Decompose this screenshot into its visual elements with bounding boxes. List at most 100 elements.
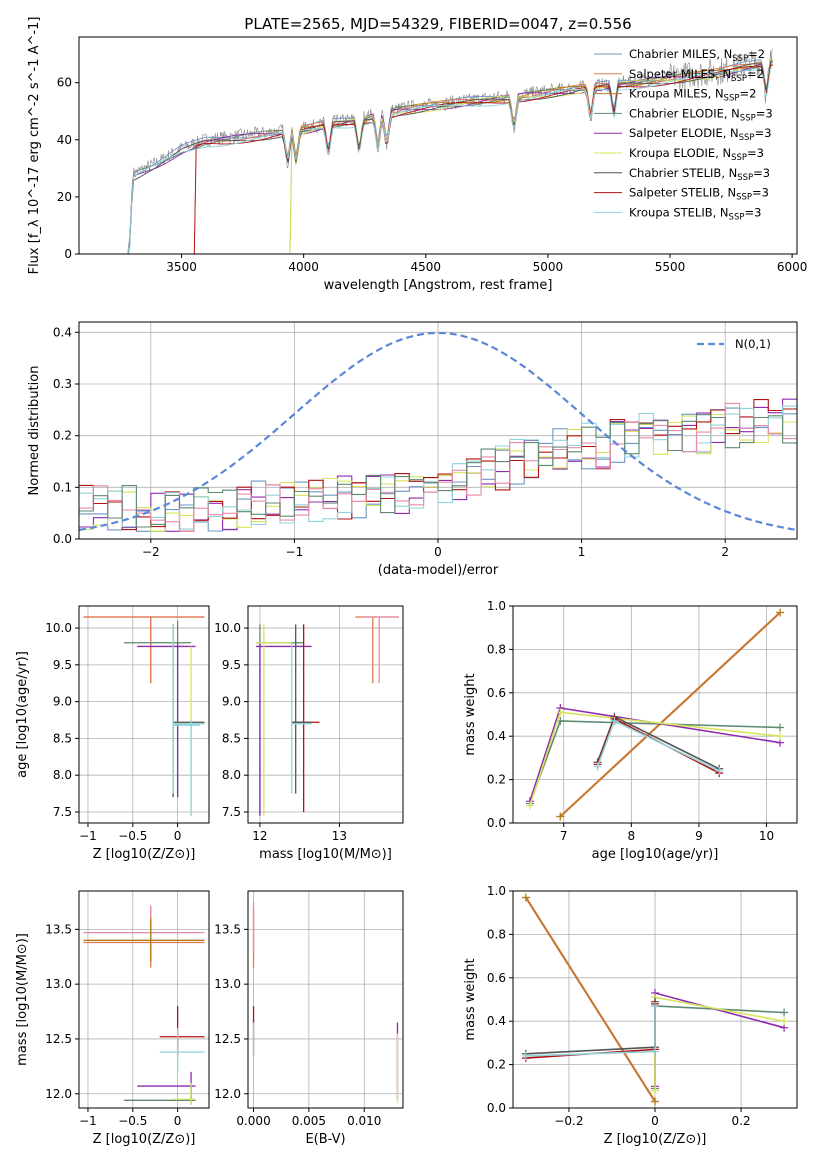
x-tick-label: 0.010 bbox=[347, 1114, 381, 1128]
weight-marker bbox=[651, 1097, 659, 1106]
y-axis-label: mass [log10(M/M⊙)] bbox=[15, 933, 30, 1066]
point-pink bbox=[83, 905, 205, 952]
point-kroupa-stelib bbox=[173, 720, 205, 816]
axes-border bbox=[247, 890, 404, 1109]
weight-marker bbox=[651, 1047, 659, 1056]
y-tick-label: 0.4 bbox=[53, 325, 72, 339]
residuals-panel: −2 −1 0 1 2 0.0 0.1 0.2 0.3 0.4 (data-model)/error… bbox=[27, 321, 798, 578]
grid bbox=[79, 322, 797, 540]
spectrum-legend: Chabrier MILES, NSSP=2 Salpeter MILES, NS… bbox=[594, 47, 773, 222]
plot-area bbox=[255, 616, 400, 816]
legend-value: =2 bbox=[739, 87, 756, 101]
x-tick-label: −0.2 bbox=[554, 1114, 583, 1128]
legend-value: =3 bbox=[753, 166, 770, 180]
x-tick-label: 0.005 bbox=[292, 1114, 326, 1128]
grid bbox=[79, 606, 209, 823]
y-axis-label: mass weight bbox=[463, 958, 478, 1040]
y-tick-label: 12.5 bbox=[214, 1032, 241, 1046]
weight-marker bbox=[521, 1051, 530, 1060]
y-tick-label: 12.0 bbox=[214, 1087, 241, 1101]
legend-subscript: SSP bbox=[737, 173, 753, 183]
y-axis-label: mass weight bbox=[463, 673, 478, 755]
legend-entry: Salpeter STELIB, NSSP=3 bbox=[629, 186, 769, 203]
x-tick-label: 7 bbox=[560, 829, 568, 843]
y-tick-label: 13.5 bbox=[214, 922, 241, 936]
x-tick-label: 0.2 bbox=[732, 1114, 751, 1128]
y-tick-label: 1.0 bbox=[487, 599, 506, 613]
y-tick-label: 60 bbox=[57, 76, 72, 90]
legend-value: =2 bbox=[747, 67, 764, 81]
x-tick-label: 2 bbox=[721, 545, 729, 559]
y-tick-label: 10.0 bbox=[214, 621, 241, 635]
plot-area bbox=[83, 616, 205, 816]
x-tick-label: 4000 bbox=[288, 260, 319, 274]
x-tick-label: 13 bbox=[332, 829, 347, 843]
legend-value: =3 bbox=[747, 146, 764, 160]
point-kroupa-elodie bbox=[255, 624, 292, 816]
weight-marker bbox=[593, 762, 602, 771]
legend-subscript: SSP bbox=[732, 54, 748, 64]
y-tick-label: 0.0 bbox=[487, 816, 506, 830]
x-tick-label: −1 bbox=[79, 1114, 97, 1128]
x-tick-label: 1 bbox=[578, 545, 586, 559]
weight-series-2 bbox=[529, 720, 781, 804]
axes-frame: −1 −0.5 0 12.0 12.5 13.0 13.5 Z [log10(Z/Z⊙)] ma… bbox=[15, 890, 210, 1147]
x-tick-label: 0 bbox=[434, 545, 442, 559]
point-kroupa-miles bbox=[83, 616, 205, 684]
x-tick-label: 5000 bbox=[533, 260, 564, 274]
model-spectrum-salpeter-stelib bbox=[79, 65, 773, 254]
y-tick-label: 0.2 bbox=[53, 429, 72, 443]
point-kroupa-stelib-2 bbox=[172, 624, 201, 794]
axes-frame: 3500 4000 4500 5000 5500 6000 0 20 40 60 wavelengt… bbox=[27, 17, 807, 293]
weight-marker bbox=[780, 1017, 789, 1026]
plot-area bbox=[252, 901, 399, 1103]
weight-marker bbox=[776, 608, 785, 617]
y-axis-label: Normed distribution bbox=[27, 366, 42, 496]
x-tick-label: 10 bbox=[759, 829, 774, 843]
x-tick-label: 6000 bbox=[777, 260, 808, 274]
legend-entry: N(0,1) bbox=[735, 337, 771, 351]
point-salpeter-elodie bbox=[137, 1071, 196, 1100]
point-chabrier-stelib bbox=[291, 624, 312, 794]
x-axis-label: Z [log10(Z/Z⊙)] bbox=[604, 1132, 707, 1147]
point-kroupa-miles bbox=[83, 918, 205, 963]
point-pink bbox=[363, 616, 400, 684]
spectrum-panel: 3500 4000 4500 5000 5500 6000 0 20 40 60 wavelengt… bbox=[27, 17, 807, 293]
legend-entry: Chabrier STELIB, NSSP=3 bbox=[629, 166, 770, 183]
y-tick-label: 0.2 bbox=[487, 773, 506, 787]
y-tick-label: 40 bbox=[57, 133, 72, 147]
y-tick-label: 0 bbox=[64, 247, 72, 261]
weight-series-5 bbox=[525, 1001, 656, 1055]
x-tick-label: 3500 bbox=[166, 260, 197, 274]
x-axis-label: Z [log10(Z/Z⊙)] bbox=[93, 847, 196, 862]
weight-marker bbox=[610, 717, 619, 726]
x-tick-label: 8 bbox=[628, 829, 636, 843]
x-tick-label: 12 bbox=[252, 829, 267, 843]
legend-value: =3 bbox=[744, 205, 761, 219]
model-spectrum-chabrier-stelib bbox=[79, 61, 773, 254]
grid bbox=[248, 891, 403, 1108]
age-vs-mass-panel: 12 13 7.5 8.0 8.5 9.0 9.5 10.0 mass [log10(M/M⊙)… bbox=[214, 605, 404, 862]
legend-subscript: SSP bbox=[724, 94, 740, 104]
x-tick-label: 0 bbox=[174, 1114, 182, 1128]
legend-value: =2 bbox=[748, 47, 765, 61]
y-tick-label: 0.3 bbox=[53, 377, 72, 391]
legend-subscript: SSP bbox=[739, 133, 755, 143]
y-tick-label: 7.5 bbox=[53, 805, 72, 819]
point-chabrier-elodie bbox=[123, 620, 192, 798]
x-tick-label: 5500 bbox=[655, 260, 686, 274]
y-tick-label: 9.0 bbox=[222, 695, 241, 709]
x-axis-label: E(B-V) bbox=[305, 1132, 345, 1147]
weight-vs-metallicity-panel: −0.2 0 0.2 0.0 0.2 0.4 0.6 0.8 1.0 Z [log10(Z/Z⊙)… bbox=[463, 884, 798, 1147]
legend-entry: Kroupa STELIB, NSSP=3 bbox=[629, 205, 761, 222]
y-tick-label: 7.5 bbox=[222, 805, 241, 819]
point-salpeter-miles bbox=[83, 907, 205, 968]
y-tick-label: 0.2 bbox=[487, 1058, 506, 1072]
x-tick-label: −2 bbox=[142, 545, 160, 559]
legend-subscript: SSP bbox=[736, 193, 752, 203]
y-tick-label: 9.5 bbox=[222, 658, 241, 672]
axes-border bbox=[78, 605, 210, 824]
y-tick-label: 8.0 bbox=[53, 768, 72, 782]
weight-series-1 bbox=[559, 612, 781, 817]
